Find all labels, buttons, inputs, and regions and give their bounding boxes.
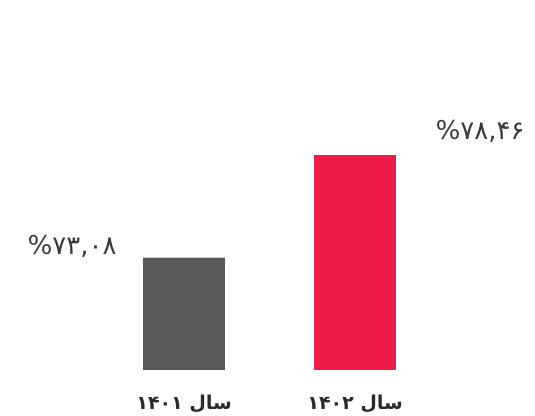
value-label-1: %۷۳,۰۸ bbox=[28, 231, 117, 261]
labels-layer: %۷۳,۰۸ سال ۱۴۰۱ %۷۸,۴۶ سال ۱۴۰۲ bbox=[28, 116, 525, 414]
value-label-2: %۷۸,۴۶ bbox=[436, 116, 525, 146]
category-label-1: سال ۱۴۰۱ bbox=[136, 392, 231, 414]
bar-2 bbox=[314, 154, 396, 370]
bars-layer bbox=[143, 154, 396, 370]
category-label-2: سال ۱۴۰۲ bbox=[307, 392, 402, 414]
bar-1 bbox=[143, 257, 225, 370]
